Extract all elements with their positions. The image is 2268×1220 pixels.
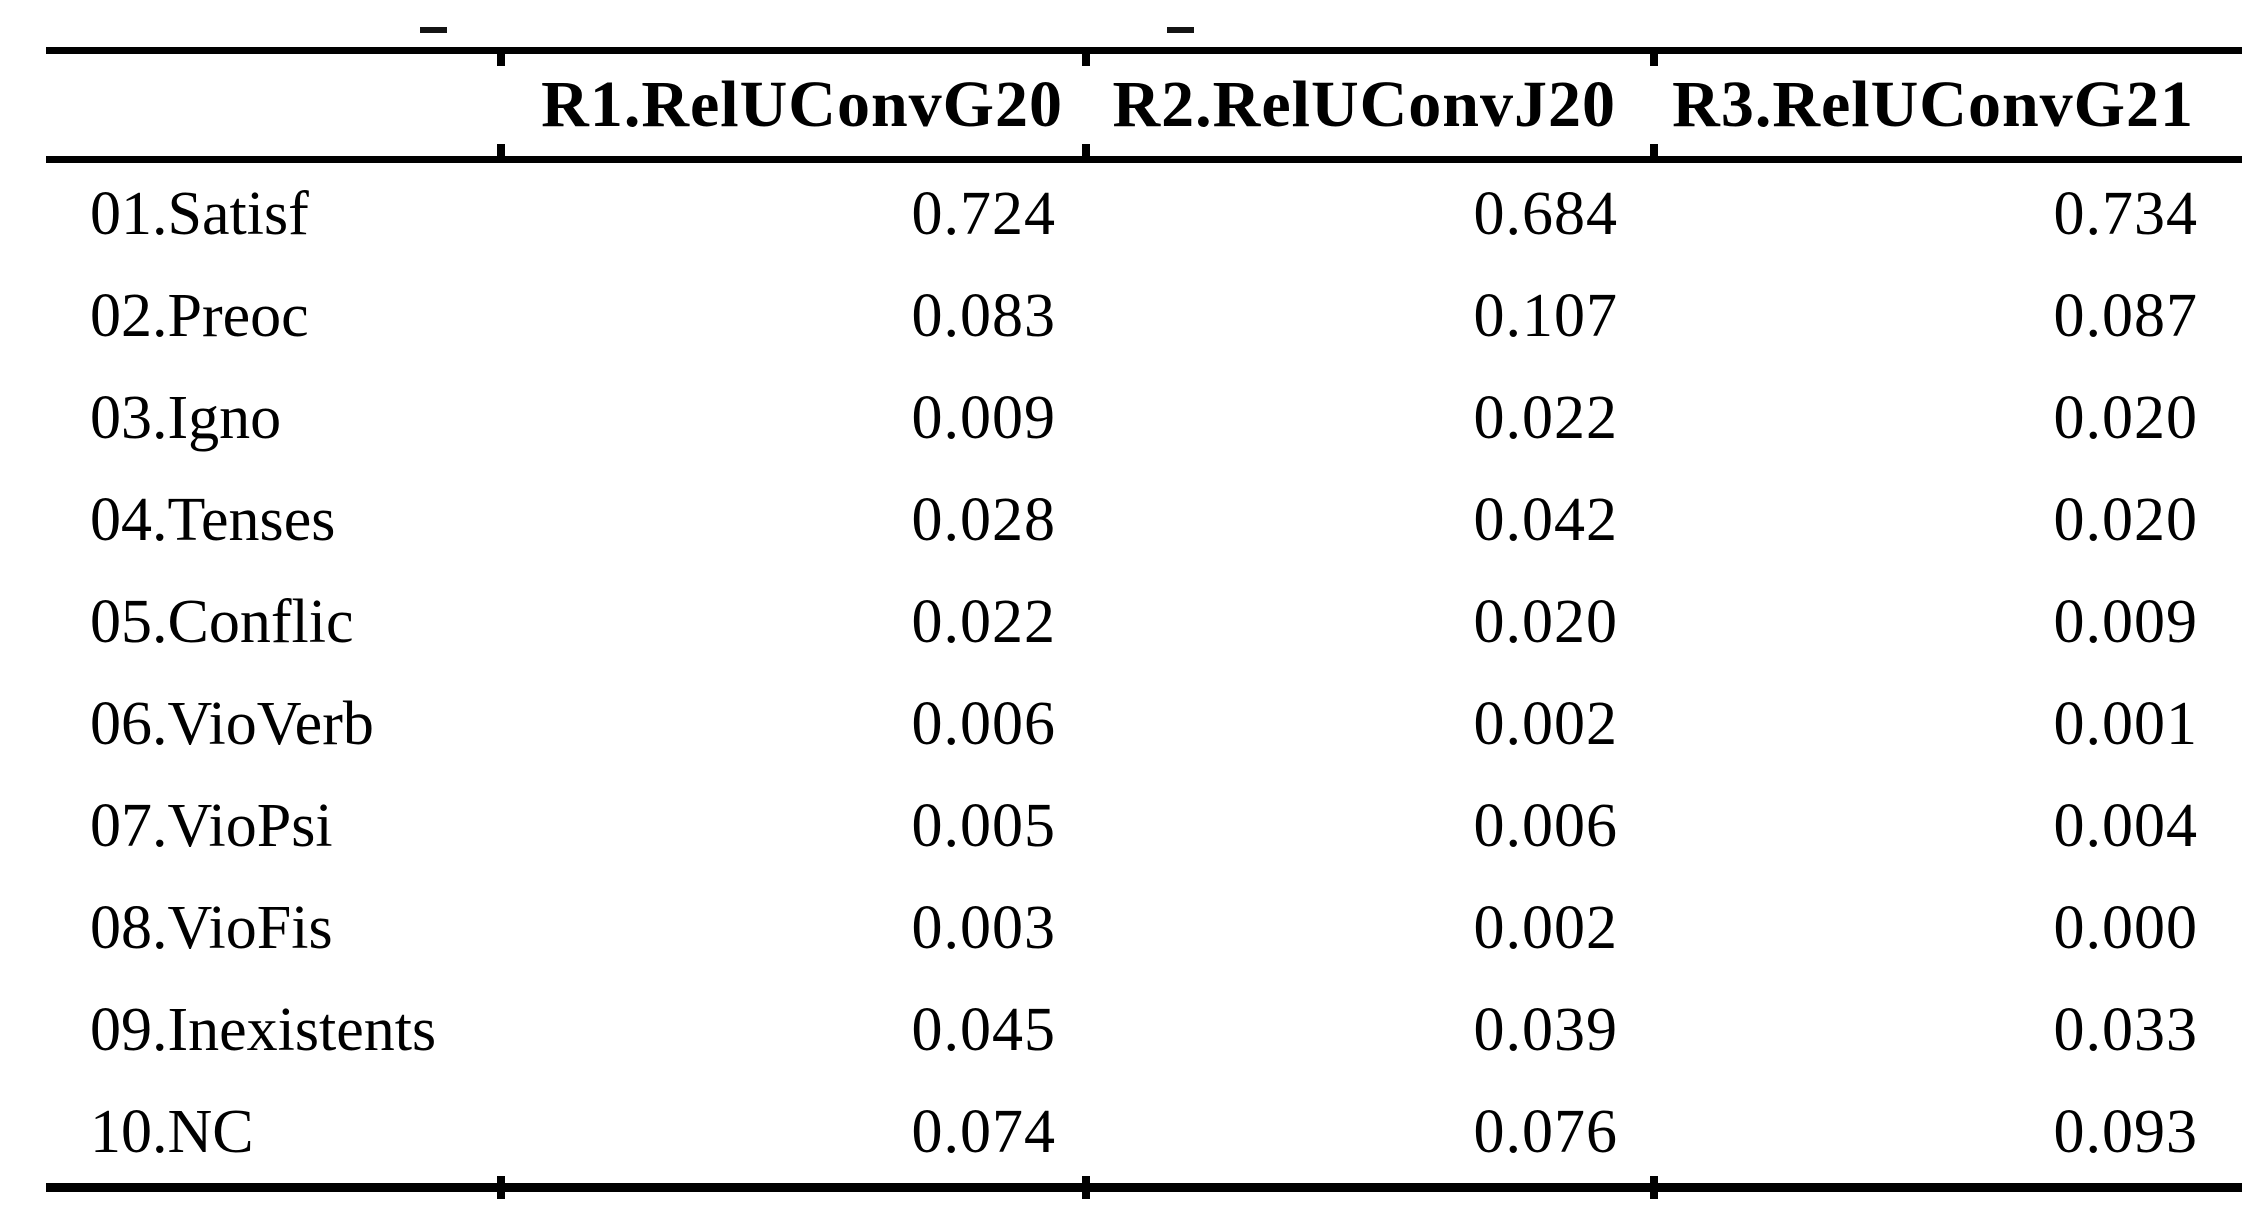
cell-value: 0.006 [1473, 792, 1618, 860]
table-row: 06.VioVerb 0.006 0.002 0.001 [0, 673, 2268, 775]
row-label: 02.Preoc [90, 282, 309, 350]
row-label: 07.VioPsi [90, 792, 333, 860]
cell-value: 0.000 [2053, 894, 2198, 962]
cell-value: 0.083 [911, 282, 1056, 350]
cell-value: 0.045 [911, 996, 1056, 1064]
cell-value: 0.009 [911, 384, 1056, 452]
column-separator-tick [1650, 53, 1658, 66]
cell-value: 0.020 [2053, 486, 2198, 554]
cell-value: 0.003 [911, 894, 1056, 962]
column-separator-tick [1082, 53, 1090, 66]
cropped-text-artifact [420, 27, 447, 33]
cell-value: 0.022 [1473, 384, 1618, 452]
cell-value: 0.028 [911, 486, 1056, 554]
cell-value: 0.022 [911, 588, 1056, 656]
row-label: 05.Conflic [90, 588, 354, 656]
cell-value: 0.107 [1473, 282, 1618, 350]
cropped-text-artifact [1167, 27, 1194, 33]
cell-value: 0.039 [1473, 996, 1618, 1064]
table-top-rule [46, 47, 2242, 54]
cell-value: 0.074 [911, 1098, 1056, 1166]
row-label: 03.Igno [90, 384, 282, 452]
column-header: R3.RelUConvG21 [1672, 68, 2194, 141]
cell-value: 0.002 [1473, 894, 1618, 962]
row-label: 01.Satisf [90, 180, 309, 248]
cell-value: 0.093 [2053, 1098, 2198, 1166]
column-separator-tick [497, 144, 505, 157]
cell-value: 0.004 [2053, 792, 2198, 860]
table-bottom-rule [46, 1183, 2242, 1192]
row-label: 09.Inexistents [90, 996, 437, 1064]
table-row: 03.Igno 0.009 0.022 0.020 [0, 367, 2268, 469]
cell-value: 0.087 [2053, 282, 2198, 350]
column-separator-tick [1082, 1176, 1090, 1199]
cell-value: 0.724 [911, 180, 1056, 248]
table-row: 07.VioPsi 0.005 0.006 0.004 [0, 775, 2268, 877]
table-row: 08.VioFis 0.003 0.002 0.000 [0, 877, 2268, 979]
cell-value: 0.006 [911, 690, 1056, 758]
cell-value: 0.684 [1473, 180, 1618, 248]
cell-value: 0.020 [2053, 384, 2198, 452]
cell-value: 0.042 [1473, 486, 1618, 554]
cell-value: 0.005 [911, 792, 1056, 860]
column-separator-tick [1650, 144, 1658, 157]
table-row: 02.Preoc 0.083 0.107 0.087 [0, 265, 2268, 367]
cell-value: 0.734 [2053, 180, 2198, 248]
row-label: 04.Tenses [90, 486, 336, 554]
column-separator-tick [497, 1176, 505, 1199]
column-separator-tick [497, 53, 505, 66]
cell-value: 0.009 [2053, 588, 2198, 656]
cell-value: 0.020 [1473, 588, 1618, 656]
cell-value: 0.033 [2053, 996, 2198, 1064]
table-row: 01.Satisf 0.724 0.684 0.734 [0, 163, 2268, 265]
column-header: R1.RelUConvG20 [541, 68, 1063, 141]
table-row: 04.Tenses 0.028 0.042 0.020 [0, 469, 2268, 571]
table-row: 05.Conflic 0.022 0.020 0.009 [0, 571, 2268, 673]
cell-value: 0.076 [1473, 1098, 1618, 1166]
cell-value: 0.001 [2053, 690, 2198, 758]
row-label: 08.VioFis [90, 894, 333, 962]
table-header-row: R1.RelUConvG20 R2.RelUConvJ20 R3.RelUCon… [0, 53, 2268, 157]
column-separator-tick [1082, 144, 1090, 157]
row-label: 10.NC [90, 1098, 254, 1166]
table-header-rule [46, 156, 2242, 163]
table-row: 09.Inexistents 0.045 0.039 0.033 [0, 979, 2268, 1081]
table-row: 10.NC 0.074 0.076 0.093 [0, 1081, 2268, 1183]
row-label: 06.VioVerb [90, 690, 374, 758]
column-header: R2.RelUConvJ20 [1112, 68, 1616, 141]
cell-value: 0.002 [1473, 690, 1618, 758]
column-separator-tick [1650, 1176, 1658, 1199]
